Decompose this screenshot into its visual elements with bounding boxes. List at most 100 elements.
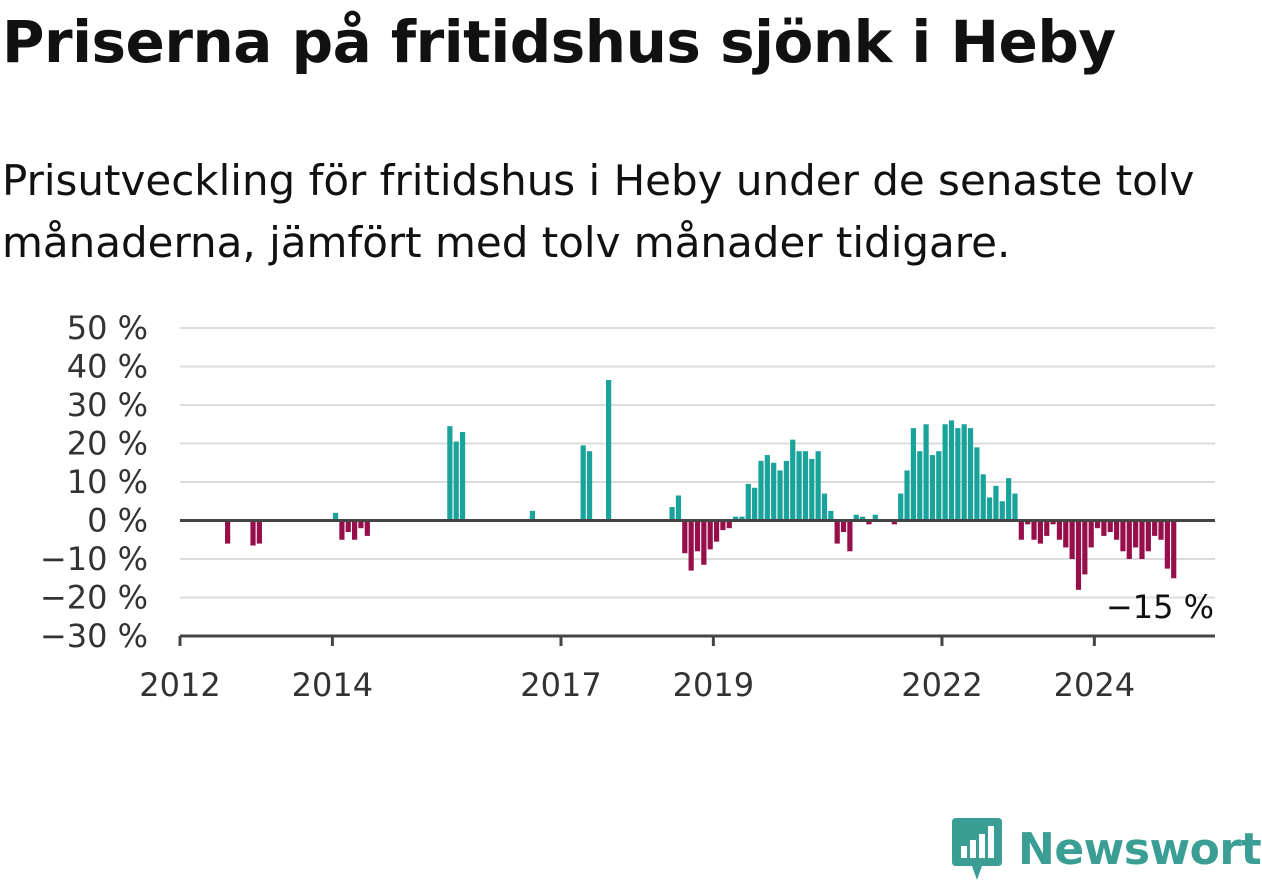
bar: [1101, 520, 1107, 536]
bar: [1018, 520, 1024, 540]
y-tick-label: −30 %: [40, 617, 148, 655]
bar: [1006, 478, 1012, 521]
bar: [726, 520, 732, 529]
bar: [1050, 520, 1056, 525]
bar: [872, 514, 878, 521]
bar: [225, 520, 231, 544]
bar: [974, 447, 980, 521]
bar: [352, 520, 358, 540]
bar: [1025, 520, 1031, 525]
bar: [1069, 520, 1075, 559]
bar: [866, 520, 872, 525]
bar: [1037, 520, 1043, 544]
bar: [815, 451, 821, 521]
x-tick-label: 2024: [1054, 666, 1135, 704]
bar: [904, 470, 910, 521]
y-axis-ticks: 50 %40 %30 %20 %10 %0 %−10 %−20 %−30 %: [40, 309, 148, 655]
bar: [364, 520, 370, 536]
bar: [961, 424, 967, 521]
bar: [732, 516, 739, 521]
bar: [1139, 520, 1145, 559]
x-tick-label: 2014: [292, 666, 373, 704]
y-tick-label: 0 %: [87, 502, 148, 540]
bar: [1082, 520, 1088, 575]
bar: [580, 445, 586, 521]
brand-logo: Newsworthy: [952, 818, 1262, 880]
y-tick-label: 30 %: [67, 386, 148, 424]
bar: [898, 493, 904, 521]
bar: [1133, 520, 1139, 548]
bar: [986, 497, 993, 521]
bar: [1012, 493, 1018, 521]
x-tick-label: 2019: [673, 666, 754, 704]
bar: [1031, 520, 1037, 540]
bar: [777, 470, 783, 521]
x-tick-label: 2022: [901, 666, 982, 704]
bar: [809, 458, 815, 521]
bar: [1088, 520, 1094, 548]
bar: [1094, 520, 1101, 529]
bar: [694, 520, 701, 552]
bar: [1056, 520, 1063, 540]
gridlines: [180, 327, 1215, 599]
y-tick-label: 20 %: [67, 425, 148, 463]
bar: [459, 431, 466, 521]
bar: [1158, 520, 1164, 540]
bar: [1063, 520, 1069, 548]
bar: [802, 451, 809, 521]
newsworthy-logo-icon: [952, 818, 1002, 880]
bar: [332, 512, 339, 521]
bar: [948, 420, 955, 521]
bar: [707, 520, 713, 550]
bar: [1152, 520, 1158, 536]
bar: [669, 507, 675, 521]
bar: [1075, 520, 1082, 590]
bar: [453, 441, 459, 521]
bar: [682, 520, 688, 554]
bar: [675, 495, 682, 521]
bar: [929, 455, 936, 521]
bar: [955, 428, 961, 521]
bar: [923, 424, 929, 521]
bar: [447, 426, 453, 521]
chart-title: Priserna på fritidshus sjönk i Heby: [2, 8, 1116, 76]
bar: [250, 520, 256, 546]
bar: [967, 428, 974, 521]
bar: [764, 455, 770, 521]
bar: [1044, 520, 1050, 536]
bar: [891, 520, 897, 525]
x-tick-label: 2012: [139, 666, 220, 704]
bar: [1171, 520, 1177, 579]
y-tick-label: −10 %: [40, 540, 148, 578]
y-tick-label: 50 %: [67, 309, 148, 347]
bar: [796, 451, 802, 521]
bar: [917, 451, 923, 521]
bar: [713, 520, 720, 542]
y-tick-label: 10 %: [67, 463, 148, 501]
y-tick-label: −20 %: [40, 579, 148, 617]
chart-subtitle: Prisutveckling för fritidshus i Heby und…: [2, 156, 1195, 267]
bar: [586, 451, 593, 521]
bar: [1126, 520, 1132, 559]
bar: [980, 474, 986, 521]
x-tick-label: 2017: [520, 666, 601, 704]
bar: [910, 428, 916, 521]
bars: [225, 379, 1177, 590]
bar: [358, 520, 364, 529]
bar: [739, 516, 745, 521]
y-tick-label: 40 %: [67, 348, 148, 386]
bar: [847, 520, 853, 552]
bar: [688, 520, 694, 571]
bar: [745, 483, 751, 521]
bar: [859, 516, 866, 521]
bar: [606, 379, 612, 521]
bar: [821, 493, 828, 521]
bar: [1164, 520, 1170, 569]
bar: [701, 520, 707, 565]
bar: [256, 520, 262, 544]
bar: [942, 424, 948, 521]
bar: [758, 460, 764, 521]
bar: [853, 514, 859, 521]
x-axis-ticks: 2012 2014 2017 2019 2022 2024: [139, 636, 1135, 704]
